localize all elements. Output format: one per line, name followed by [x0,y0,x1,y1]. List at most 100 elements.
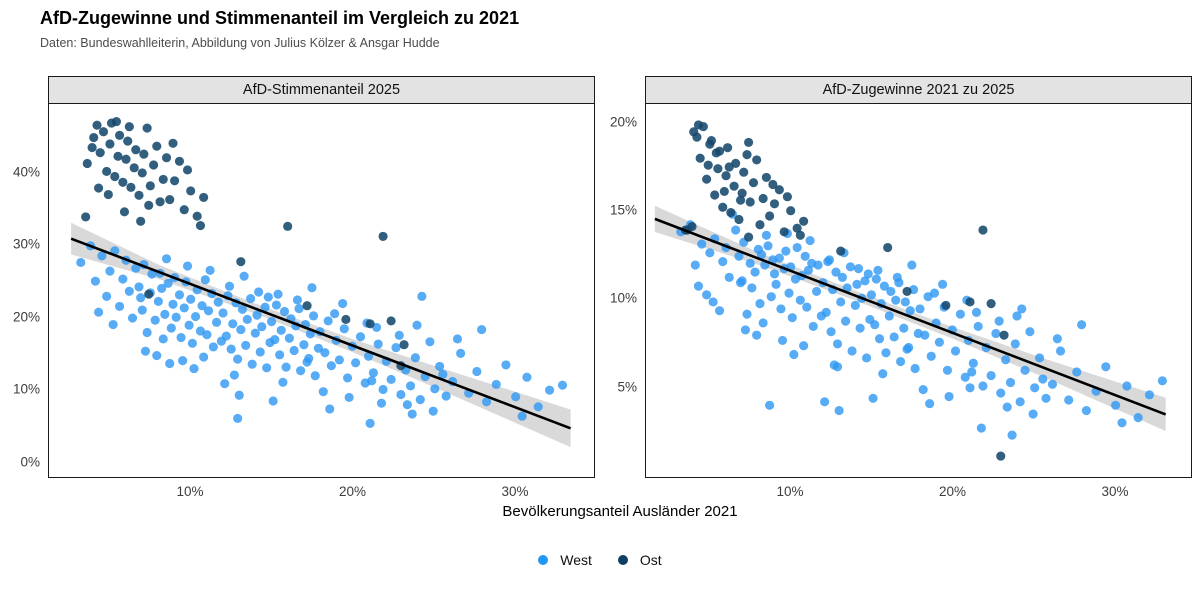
data-point-west [842,283,852,293]
data-point-ost [721,171,731,181]
data-point-west [1077,320,1087,330]
data-point-west [1110,400,1121,410]
facet-title-left: AfD-Stimmenanteil 2025 [242,82,401,98]
data-point-west [365,418,375,428]
data-point-west [789,349,799,360]
data-point-west [334,355,344,365]
data-point-west [821,307,831,317]
data-point-west [342,373,353,383]
data-point-ost [139,149,149,159]
data-point-west [174,290,185,300]
data-point-west [522,372,532,382]
data-point-west [708,297,718,307]
data-point-west [690,260,700,270]
data-point-west [363,351,374,361]
data-point-west [777,335,788,346]
data-point-west [1101,362,1111,372]
data-point-ost [302,301,312,311]
data-point-ost [711,148,721,158]
data-point-west [557,380,568,390]
data-point-west [118,274,128,284]
data-point-west [97,251,107,261]
data-point-west [831,267,841,277]
data-point-west [344,392,354,403]
data-point-west [275,350,285,360]
y-tick-label: 15% [609,202,637,218]
data-point-west [270,335,280,345]
data-point-west [208,342,218,352]
data-point-ost [782,192,792,202]
data-point-ost [779,227,789,237]
data-point-west [308,311,319,321]
data-point-west [986,370,996,381]
data-point-west [279,306,290,317]
data-point-west [501,360,511,370]
data-point-west [878,369,888,379]
data-point-west [205,265,215,275]
data-point-ost [92,120,102,130]
data-point-west [892,272,902,282]
data-point-west [1028,409,1038,419]
data-point-ost [118,177,128,187]
data-point-west [160,309,170,319]
data-point-ost [142,123,152,133]
data-point-west [255,347,265,357]
data-point-west [189,364,199,374]
data-point-ost [752,155,762,165]
data-point-ost [965,297,975,307]
data-point-west [263,292,273,302]
data-point-ost [755,220,765,230]
data-point-ost [103,189,113,200]
data-point-west [236,325,246,335]
data-point-west [771,279,781,289]
data-point-west [1052,334,1062,344]
data-point-west [896,356,906,367]
data-point-west [456,348,466,358]
data-point-west [318,387,328,397]
data-point-west [435,361,445,371]
data-point-west [1157,376,1167,386]
data-point-west [292,295,303,305]
data-point-ost [165,195,175,205]
data-point-ost [110,171,120,182]
data-point-west [415,395,425,405]
data-point-west [837,272,847,282]
data-point-west [766,292,776,302]
data-point-west [850,300,860,310]
data-point-ost [774,185,784,195]
data-point-west [412,320,422,330]
data-point-west [792,242,802,253]
data-point-west [376,398,387,408]
data-point-west [811,286,822,296]
data-point-ost [174,156,185,166]
data-point-west [307,283,317,293]
data-point-ost [792,223,802,233]
data-point-west [233,354,243,364]
data-point-west [1025,327,1035,337]
data-point-west [758,318,768,328]
data-point-ost [739,167,749,177]
x-tick-label: 10% [176,484,204,499]
data-point-west [289,345,299,356]
data-point-west [294,304,304,314]
data-point-west [76,257,86,268]
data-point-west [1072,367,1082,377]
data-point-west [152,350,162,361]
data-point-west [296,366,306,376]
data-point-west [808,321,818,331]
data-point-west [881,348,891,358]
data-point-west [278,377,288,387]
data-point-west [281,362,291,372]
data-point-west [705,248,715,258]
data-point-west [926,351,936,361]
data-point-west [787,313,797,323]
data-point-west [266,317,277,327]
data-point-west [718,256,728,267]
data-point-west [260,302,270,312]
data-point-west [452,334,463,344]
data-point-west [229,370,239,380]
data-point-west [233,413,243,423]
data-point-west [184,320,194,330]
data-point-ost [692,132,702,142]
data-point-ost [703,160,713,170]
